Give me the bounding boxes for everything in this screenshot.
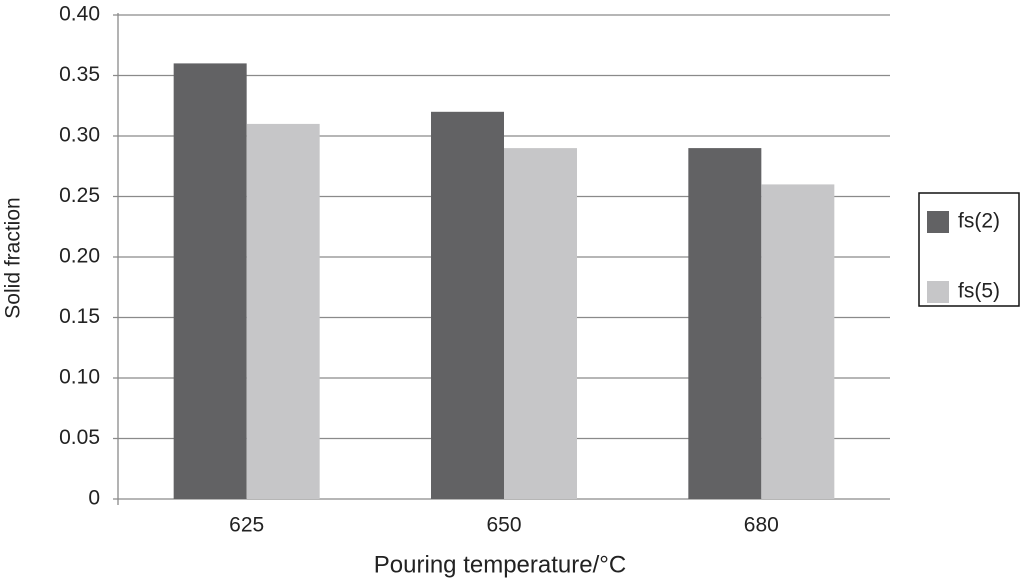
y-tick-label: 0.30 (59, 124, 100, 147)
y-axis-label: Solid fraction (2, 197, 25, 318)
bar (504, 148, 577, 499)
legend-swatch (927, 281, 949, 303)
legend-label: fs(5) (958, 280, 1000, 303)
y-tick-label: 0.25 (59, 184, 100, 207)
y-tick-label: 0.05 (59, 426, 100, 449)
bar (688, 148, 762, 499)
bar (173, 63, 247, 500)
y-tick-label: 0.35 (59, 63, 100, 86)
bar (761, 184, 835, 499)
x-tick-label: 680 (744, 514, 779, 537)
bar (431, 111, 504, 500)
y-tick-label: 0 (88, 487, 100, 510)
legend-swatch (927, 211, 949, 233)
y-tick-label: 0.40 (59, 3, 100, 26)
y-tick-label: 0.15 (59, 305, 100, 328)
bar (246, 123, 320, 500)
legend-label: fs(2) (958, 210, 1000, 233)
x-tick-label: 625 (229, 514, 264, 537)
x-tick-label: 650 (486, 514, 521, 537)
y-tick-label: 0.20 (59, 245, 100, 268)
x-axis-label: Pouring temperature/°C (374, 551, 626, 578)
y-tick-label: 0.10 (59, 366, 100, 389)
